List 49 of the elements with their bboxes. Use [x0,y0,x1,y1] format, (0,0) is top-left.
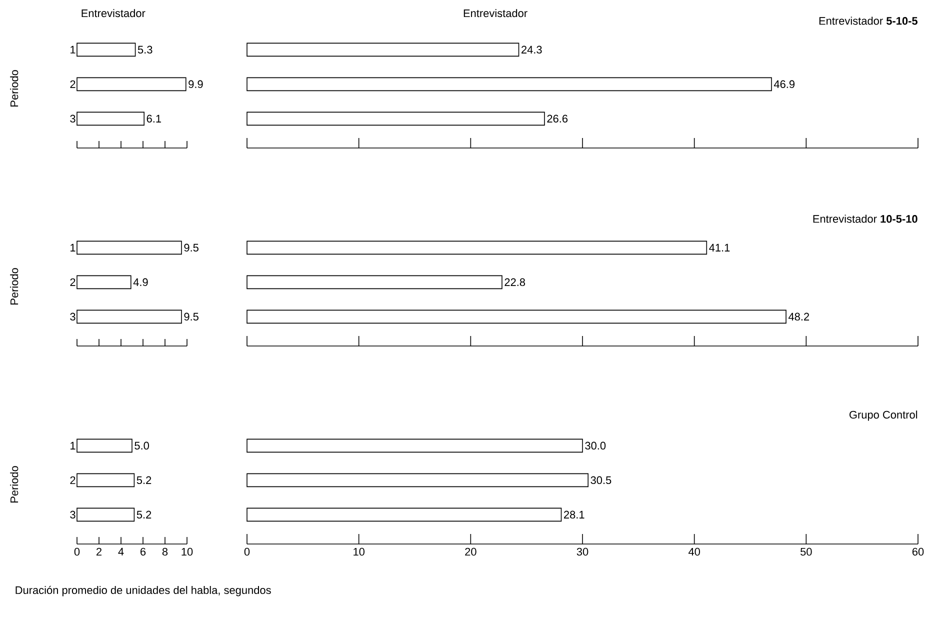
x-tick-label: 0 [244,548,250,556]
x-tick-label: 30 [576,548,588,556]
data-label: 9.5 [184,244,198,252]
chart-title: Entrevistador [464,9,528,18]
data-label: 5.3 [138,46,152,54]
data-label: 46.9 [774,80,795,88]
data-label: 6.1 [146,114,161,123]
x-tick-label: 60 [912,548,924,556]
text: Entrevistador 10-5-10 [813,214,918,223]
y-tick-label: 3 [70,114,76,123]
data-label: 30.5 [590,476,612,484]
data-label: 5.2 [136,476,152,484]
data-label: 9.9 [188,80,203,88]
y-tick-label: 3 [70,312,76,321]
data-label: 41.1 [709,244,730,252]
y-tick-label: 1 [70,46,76,54]
y-tick-label: 2 [70,80,76,88]
y-tick-label: 3 [70,510,76,519]
y-tick-label: 1 [70,244,76,252]
data-label: 48.2 [788,312,810,321]
x-tick-label: 50 [800,548,812,556]
y-axis-title: Periodo [10,70,18,106]
data-label: 5.0 [134,442,149,450]
x-tick-label: 2 [96,548,102,556]
data-label: 22.8 [504,278,526,286]
data-label: 9.5 [184,312,198,321]
x-tick-label: 20 [465,548,476,556]
x-tick-label: 8 [162,548,168,556]
text: Entrevistador 5-10-5 [819,16,918,25]
x-tick-label: 4 [118,548,124,556]
data-label: 26.6 [547,114,568,123]
x-tick-label: 0 [74,548,80,556]
data-label: 28.1 [564,510,584,519]
data-label: 5.2 [136,510,152,519]
x-tick-label: 6 [140,548,146,556]
y-tick-label: 2 [70,476,76,484]
data-label: 30.0 [585,442,606,450]
y-tick-label: 1 [70,442,76,450]
y-axis-title: Periodo [10,268,18,304]
chart-title: Entrevistador [82,9,146,18]
x-tick-label: 40 [688,548,700,556]
data-label: 24.3 [522,46,542,54]
data-label: 4.9 [133,278,148,286]
y-tick-label: 2 [70,278,76,286]
x-tick-label: 10 [182,548,193,556]
x-tick-label: 10 [354,548,364,556]
text: Grupo Control [850,410,918,421]
y-axis-title: Periodo [10,466,18,502]
x-axis-title: Duración promedio de unidades del habla, segundos [16,586,271,596]
